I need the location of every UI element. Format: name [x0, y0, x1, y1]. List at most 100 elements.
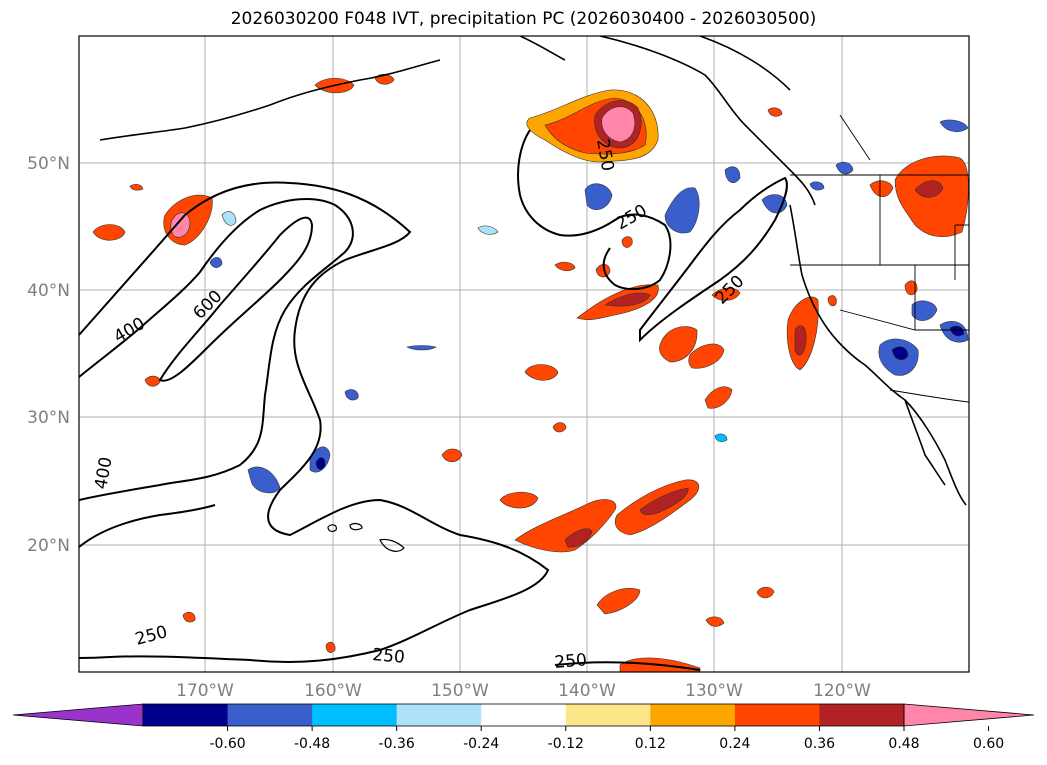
colorbar-segment	[565, 704, 651, 726]
precip-blob	[406, 345, 437, 351]
precip-blob	[92, 224, 126, 241]
precip-blob	[499, 491, 539, 509]
precip-blob	[554, 261, 576, 271]
precip-blob	[441, 448, 463, 463]
precip-blob	[477, 225, 499, 235]
precip-positive-areas	[92, 74, 969, 672]
precip-blob	[911, 300, 938, 321]
precip-blob	[639, 487, 689, 516]
ivt-contour-600	[158, 216, 314, 382]
colorbar-tick-label: 0.36	[804, 736, 835, 752]
lat-label: 30°N	[27, 408, 70, 428]
precip-blob	[315, 457, 326, 470]
precip-blob	[949, 325, 965, 337]
precip-blob	[809, 181, 825, 191]
ivt-contour-400	[79, 198, 354, 501]
lon-label: 140°W	[558, 681, 616, 701]
colorbar-segment	[143, 704, 229, 726]
colorbar: -0.60 -0.48 -0.36 -0.24 -0.12 0.12 0.24 0.36 0.4…	[12, 703, 1035, 752]
colorbar-tick-label: 0.60	[973, 736, 1004, 752]
precip-blob	[939, 119, 969, 132]
precip-blob	[711, 287, 741, 301]
lat-label: 50°N	[27, 154, 70, 174]
precip-blob	[170, 212, 191, 238]
ivt-contour-250	[79, 181, 550, 663]
colorbar-tick-label: -0.48	[294, 736, 330, 752]
colorbar-extend-high	[903, 703, 1035, 727]
precip-blob	[767, 107, 783, 117]
contour-label: 250	[372, 645, 406, 668]
latitude-labels: 50°N 40°N 30°N 20°N	[27, 154, 70, 556]
precip-blob	[827, 295, 837, 307]
lat-label: 40°N	[27, 281, 70, 301]
precip-blob	[621, 236, 633, 248]
precip-blob	[756, 586, 775, 599]
ivt-contours	[79, 129, 788, 671]
precip-blob	[904, 280, 918, 296]
precip-blob	[604, 292, 651, 307]
lon-label: 130°W	[685, 681, 743, 701]
map-title: 2026030200 F048 IVT, precipitation PC (2…	[230, 9, 817, 29]
precip-blob	[564, 528, 593, 548]
colorbar-tick-label: -0.36	[379, 736, 415, 752]
precip-blob	[835, 161, 854, 175]
borders	[790, 114, 969, 403]
ivt-contour-250	[639, 176, 788, 343]
precip-blob	[601, 106, 636, 143]
precip-blob	[596, 588, 641, 615]
colorbar-tick-label: 0.12	[635, 736, 666, 752]
precip-blob	[247, 466, 281, 494]
precip-blob	[182, 611, 196, 623]
precip-blob	[221, 211, 237, 226]
precip-blob	[891, 346, 909, 361]
lon-label: 150°W	[431, 681, 489, 701]
colorbar-tick-label: 0.48	[888, 736, 919, 752]
precip-blob	[869, 180, 894, 197]
lon-label: 170°W	[176, 681, 234, 701]
precip-blob	[325, 641, 336, 653]
colorbar-tick-label: -0.12	[548, 736, 584, 752]
contour-label: 250	[554, 650, 588, 673]
coastlines	[99, 36, 967, 506]
precip-blob	[209, 257, 223, 268]
precip-blob	[374, 74, 395, 85]
precip-blob	[659, 326, 698, 363]
colorbar-segment	[312, 704, 398, 726]
ivt-contour-250	[554, 661, 701, 671]
hawaiian-islands	[327, 522, 405, 552]
precip-blob	[714, 433, 728, 442]
precip-blob	[688, 343, 725, 369]
ivt-contour-250	[517, 129, 672, 291]
precip-blob	[514, 499, 617, 553]
colorbar-tick-label: -0.60	[209, 736, 245, 752]
precip-blob	[664, 187, 700, 234]
lon-label: 160°W	[304, 681, 362, 701]
map-area	[79, 36, 969, 672]
precip-blob	[144, 375, 161, 387]
precip-blob	[129, 184, 144, 191]
colorbar-tick-label: 0.24	[719, 736, 750, 752]
map-frame	[78, 35, 970, 673]
precip-blob	[705, 616, 725, 627]
longitude-labels: 170°W 160°W 150°W 140°W 130°W 120°W	[176, 681, 871, 701]
lat-label: 20°N	[27, 536, 70, 556]
precip-blob	[704, 386, 733, 409]
colorbar-extend-low	[12, 703, 144, 727]
colorbar-segment	[734, 704, 820, 726]
colorbar-segment	[396, 704, 482, 726]
precip-blob	[552, 422, 567, 433]
colorbar-segment	[650, 704, 736, 726]
precip-blob	[584, 183, 613, 210]
lon-label: 120°W	[813, 681, 871, 701]
precip-blob	[524, 364, 559, 381]
colorbar-segment	[819, 704, 905, 726]
precip-blob	[724, 166, 741, 183]
precip-blob	[794, 325, 807, 356]
precip-negative-areas	[209, 119, 969, 494]
colorbar-frame	[142, 703, 905, 727]
precip-blob	[344, 389, 359, 401]
colorbar-segment	[227, 704, 313, 726]
colorbar-tick-label: -0.24	[463, 736, 499, 752]
ivt-contour-250	[79, 504, 216, 548]
